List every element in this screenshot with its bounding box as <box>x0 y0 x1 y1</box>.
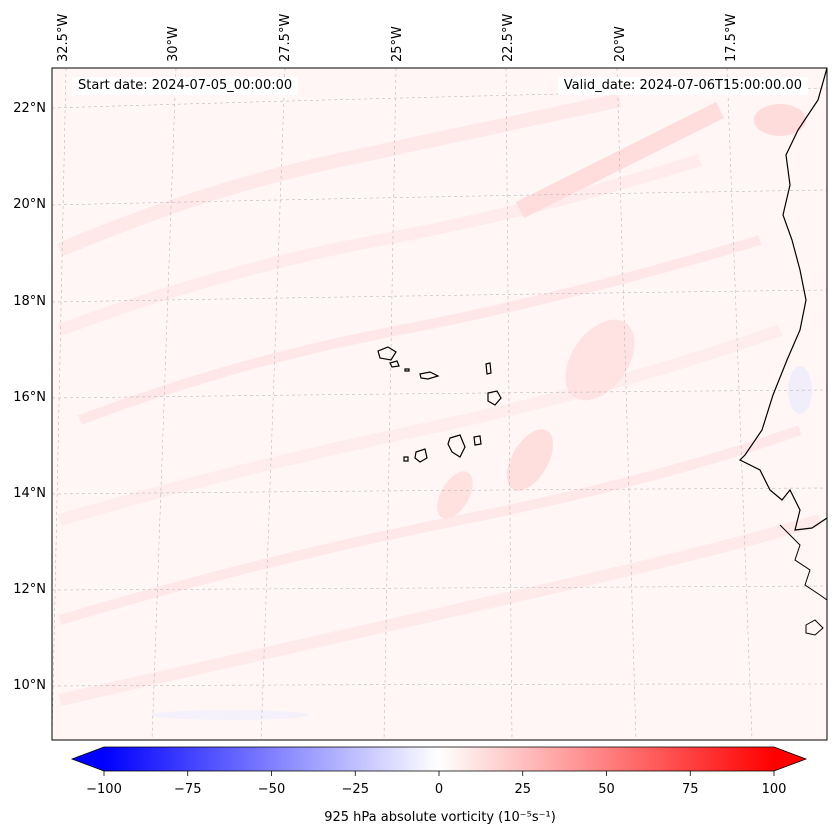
bissagos-islands <box>805 619 824 636</box>
lat-label: 10°N <box>13 678 46 693</box>
lat-label: 14°N <box>13 486 46 501</box>
colorbar-max-extension <box>774 747 806 771</box>
colorbar-tick-label: 25 <box>514 782 531 797</box>
colorbar-tick-label: 50 <box>598 782 615 797</box>
lon-label: 32.5°W <box>56 14 71 62</box>
colorbar-scale <box>104 747 774 771</box>
colorbar: −100 −75 −50 −25 0 25 50 75 100 925 hPa absolute… <box>70 746 808 825</box>
lon-label: 25°W <box>390 26 405 62</box>
lon-label: 27.5°W <box>278 14 293 62</box>
vorticity-field <box>52 68 827 740</box>
vorticity-streaks <box>57 93 822 720</box>
colorbar-tick-label: −100 <box>86 782 122 797</box>
lat-label: 12°N <box>13 582 46 597</box>
colorbar-ticks: −100 −75 −50 −25 0 25 50 75 100 <box>86 771 786 797</box>
lat-label: 16°N <box>13 390 46 405</box>
lon-label: 20°W <box>613 26 628 62</box>
island-sal <box>485 362 492 375</box>
island-fogo <box>414 448 428 463</box>
colorbar-tick-label: −50 <box>258 782 285 797</box>
colorbar-min-extension <box>72 747 104 771</box>
colorbar-tick-label: 100 <box>762 782 787 797</box>
colorbar-tick-label: 75 <box>682 782 699 797</box>
cape-verde-islands <box>377 346 502 463</box>
lat-label: 18°N <box>13 294 46 309</box>
start-date-label: Start date: 2024-07-05_00:00:00 <box>72 77 299 95</box>
map-frame <box>51 67 828 741</box>
map-panel <box>52 68 827 740</box>
guinea-coastline <box>779 524 827 601</box>
island-santa-luzia <box>404 368 410 372</box>
lat-label: 20°N <box>13 197 46 212</box>
island-maio <box>473 435 482 446</box>
colorbar-tick-label: −25 <box>342 782 369 797</box>
lat-label: 22°N <box>13 101 46 116</box>
island-santo-antao <box>377 346 397 361</box>
lon-label: 17.5°W <box>724 14 739 62</box>
island-boa-vista <box>487 390 502 406</box>
colorbar-tick-label: 0 <box>435 782 443 797</box>
island-sao-vicente <box>389 360 400 368</box>
colorbar-tick-label: −75 <box>174 782 201 797</box>
latitude-labels: 22°N 20°N 18°N 16°N 14°N 12°N 10°N <box>13 101 46 693</box>
valid-date-label: Valid_date: 2024-07-06T15:00:00.00 <box>557 77 808 95</box>
island-santiago <box>447 434 466 458</box>
lon-label: 30°W <box>166 26 181 62</box>
colorbar-label: 925 hPa absolute vorticity (10⁻⁵s⁻¹) <box>324 810 556 825</box>
graticule <box>52 68 827 740</box>
west-africa-coastline <box>738 68 827 531</box>
island-sao-nicolau <box>419 371 440 380</box>
island-brava <box>403 456 409 462</box>
longitude-labels: 32.5°W 30°W 27.5°W 25°W 22.5°W 20°W 17.5… <box>56 14 739 62</box>
lon-label: 22.5°W <box>501 14 516 62</box>
